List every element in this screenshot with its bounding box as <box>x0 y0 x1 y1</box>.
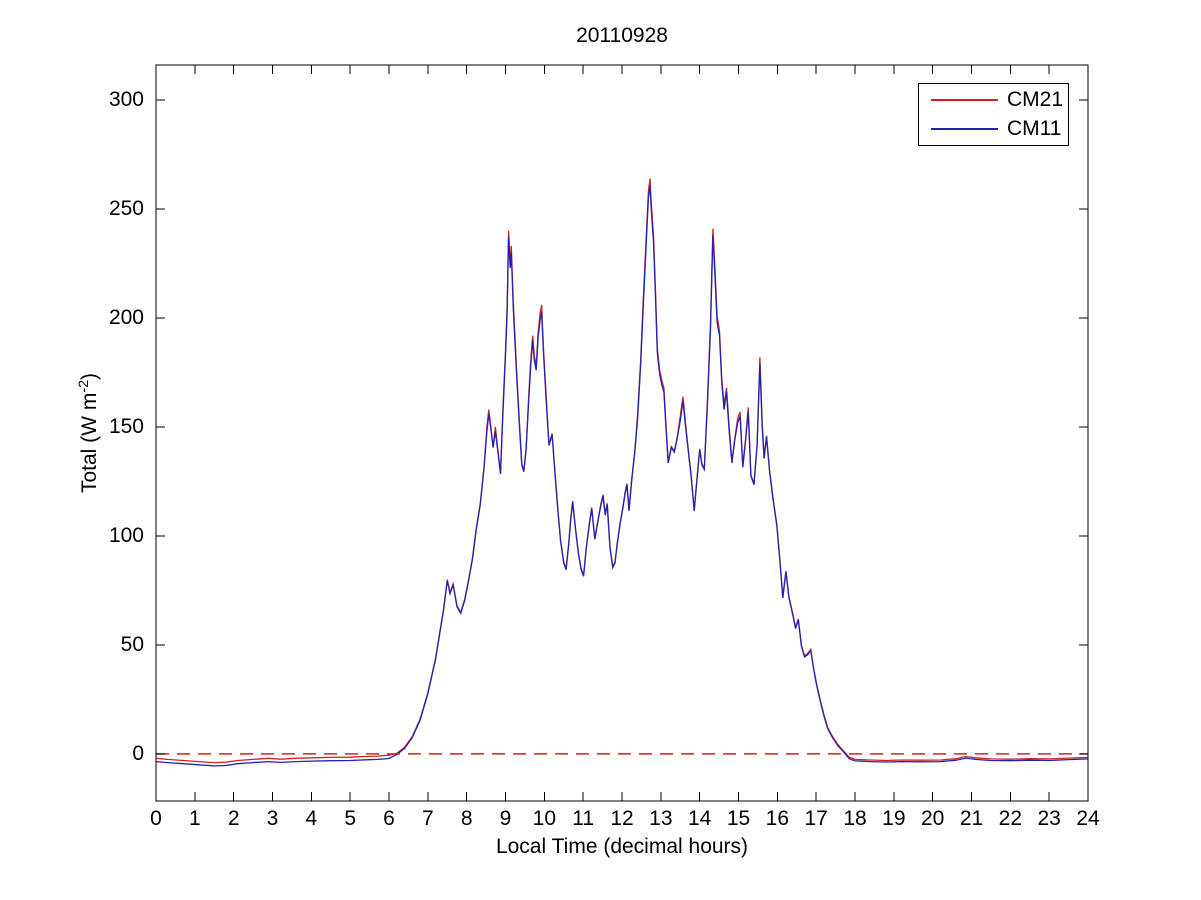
legend-entry-cm21: CM21 <box>919 86 1068 114</box>
y-axis-label-exponent: -2 <box>76 379 92 393</box>
y-tick-label-100: 100 <box>108 523 144 547</box>
x-tick-label-4: 4 <box>305 807 318 830</box>
x-tick-label-0: 0 <box>150 807 162 830</box>
y-tick-label-0: 0 <box>132 741 144 765</box>
x-tick-label-6: 6 <box>383 807 395 830</box>
y-tick-label-300: 300 <box>108 88 144 112</box>
x-tick-label-15: 15 <box>726 807 751 830</box>
x-tick-label-10: 10 <box>532 807 557 830</box>
x-axis-label: Local Time (decimal hours) <box>495 835 749 858</box>
x-tick-label-7: 7 <box>421 807 434 830</box>
x-tick-label-18: 18 <box>843 807 867 830</box>
x-tick-label-22: 22 <box>998 807 1023 830</box>
x-tick-label-23: 23 <box>1037 807 1061 830</box>
series-line-cm11 <box>155 185 1089 767</box>
y-axis-label-text: Total (W m <box>78 392 101 494</box>
x-tick-label-5: 5 <box>344 807 356 830</box>
x-tick-label-2: 2 <box>227 807 240 830</box>
x-tick-label-12: 12 <box>610 807 634 830</box>
x-tick-label-8: 8 <box>460 807 473 830</box>
x-tick-label-11: 11 <box>572 807 595 830</box>
chart-title: 20110928 <box>576 24 668 47</box>
x-tick-label-16: 16 <box>765 807 790 830</box>
y-tick-label-200: 200 <box>108 306 144 330</box>
x-tick-label-20: 20 <box>920 807 945 830</box>
y-tick-label-150: 150 <box>108 415 144 438</box>
x-tick-label-24: 24 <box>1076 807 1100 830</box>
x-tick-label-3: 3 <box>266 807 279 830</box>
x-tick-label-19: 19 <box>882 807 906 830</box>
x-tick-label-1: 1 <box>188 807 201 830</box>
axes-box <box>155 64 1089 802</box>
legend-line-sample-cm21 <box>931 98 998 101</box>
x-tick-label-17: 17 <box>804 807 828 830</box>
series-line-cm21 <box>155 178 1089 764</box>
legend-label-cm11: CM11 <box>1007 117 1062 141</box>
legend: CM21 CM11 <box>918 83 1069 146</box>
x-tick-label-14: 14 <box>687 807 712 830</box>
y-axis-label-close: ) <box>78 372 101 380</box>
x-tick-label-21: 21 <box>959 807 984 830</box>
y-tick-label-50: 50 <box>120 632 144 656</box>
legend-entry-cm11: CM11 <box>919 115 1068 143</box>
x-tick-label-9: 9 <box>499 807 512 830</box>
legend-line-sample-cm11 <box>931 128 998 131</box>
y-tick-label-250: 250 <box>108 197 144 221</box>
x-tick-label-13: 13 <box>649 807 673 830</box>
legend-label-cm21: CM21 <box>1007 87 1064 111</box>
